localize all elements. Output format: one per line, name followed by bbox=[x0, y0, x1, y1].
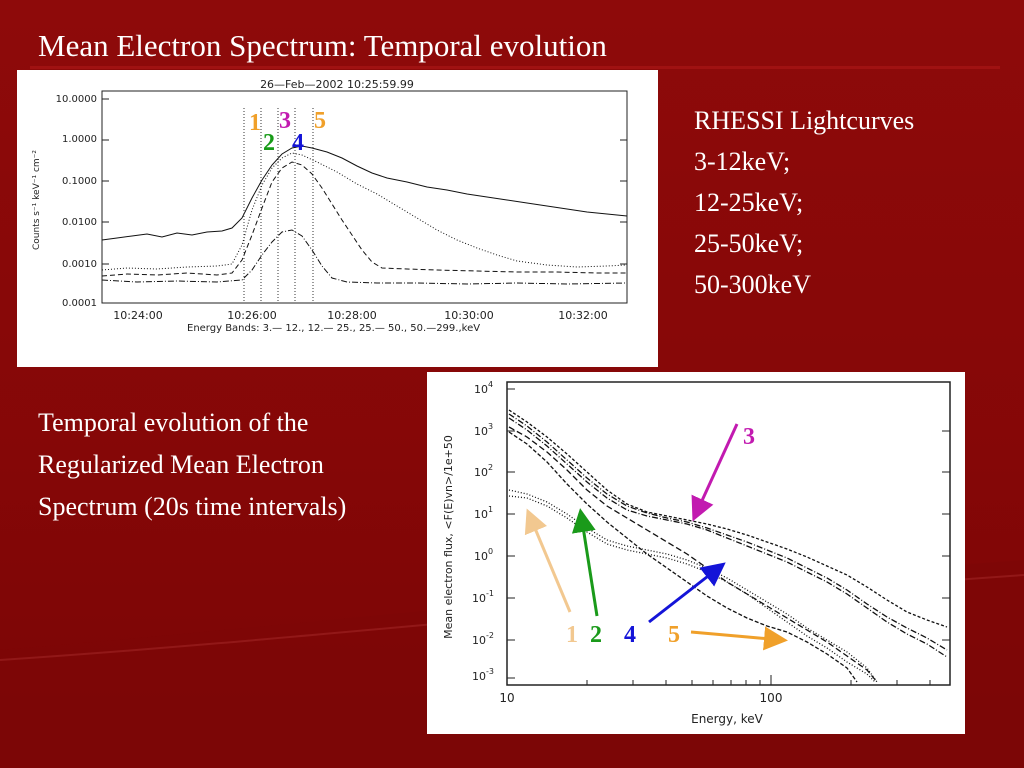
y-tick-label: 0.0100 bbox=[62, 217, 97, 228]
y-tick-label: 104 bbox=[474, 380, 493, 396]
y-tick-label: 1.0000 bbox=[62, 134, 97, 145]
spectrum-curve bbox=[508, 426, 878, 683]
arrow-interval-3 bbox=[691, 423, 739, 522]
y-tick-label: 10-3 bbox=[472, 667, 494, 683]
y-tick-labels: 104 103 102 101 100 10-1 10-2 10-3 bbox=[472, 380, 494, 683]
y-tick-label: 10-1 bbox=[472, 589, 494, 605]
curve-50-300kev bbox=[101, 229, 628, 285]
plot-frame bbox=[506, 381, 951, 686]
interval-label-1: 1 bbox=[249, 110, 261, 136]
x-tick-label: 10:24:00 bbox=[113, 309, 162, 322]
y-ticks bbox=[507, 388, 950, 679]
y-tick-label: 103 bbox=[474, 422, 493, 438]
interval-label-5: 5 bbox=[314, 108, 326, 134]
callout-2: 2 bbox=[590, 622, 602, 648]
band-label: 3-12keV; bbox=[694, 147, 791, 176]
lightcurve-plot: 26—Feb—2002 10:25:59.99 10.0000 1.0000 0… bbox=[32, 78, 628, 334]
y-tick-label: 10-2 bbox=[472, 631, 494, 647]
x-tick-label: 10:26:00 bbox=[227, 309, 276, 322]
interval-label-2: 2 bbox=[263, 130, 275, 156]
callout-5: 5 bbox=[668, 622, 680, 648]
slide-title: Mean Electron Spectrum: Temporal evoluti… bbox=[38, 28, 607, 63]
spectrum-curve bbox=[508, 417, 948, 658]
y-axis-label: Counts s⁻¹ keV⁻¹ cm⁻² bbox=[32, 150, 42, 250]
x-axis-label: Energy, keV bbox=[691, 712, 764, 726]
y-tick-label: 10.0000 bbox=[56, 94, 97, 105]
spectrum-panel: 104 103 102 101 100 10-1 10-2 10-3 bbox=[427, 372, 965, 734]
x-tick-label: 10:28:00 bbox=[327, 309, 376, 322]
interval-label-4: 4 bbox=[292, 130, 304, 156]
arrow-interval-1 bbox=[524, 508, 572, 613]
x-tick-label: 10 bbox=[499, 691, 514, 705]
spectrum-plot: 104 103 102 101 100 10-1 10-2 10-3 bbox=[442, 380, 951, 726]
arrow-interval-5 bbox=[690, 626, 788, 651]
callout-1: 1 bbox=[566, 622, 578, 648]
spectrum-curve bbox=[508, 495, 876, 683]
x-tick-label: 10:32:00 bbox=[558, 309, 607, 322]
plot-frame bbox=[101, 90, 628, 304]
callout-3: 3 bbox=[743, 424, 755, 450]
spectrum-curves bbox=[508, 409, 948, 683]
plot-header: 26—Feb—2002 10:25:59.99 bbox=[260, 78, 414, 91]
callout-4: 4 bbox=[624, 622, 636, 648]
band-label: 50-300keV bbox=[694, 270, 811, 299]
interval-markers bbox=[243, 108, 314, 303]
lightcurve-panel: 26—Feb—2002 10:25:59.99 10.0000 1.0000 0… bbox=[17, 70, 658, 367]
y-axis-label: Mean electron flux, <F(E)vn>/1e+50 bbox=[442, 435, 455, 639]
curve-25-50kev bbox=[101, 161, 627, 277]
y-tick-label: 0.0001 bbox=[62, 298, 97, 309]
energy-bands-label: Energy Bands: 3.— 12., 12.— 25., 25.— 50… bbox=[187, 323, 480, 334]
band-label: 25-50keV; bbox=[694, 229, 804, 258]
paragraph-line: Temporal evolution of the bbox=[38, 408, 309, 437]
spectrum-curve bbox=[508, 431, 858, 683]
y-tick-label: 101 bbox=[474, 505, 493, 521]
y-tick-label: 0.1000 bbox=[62, 176, 97, 187]
y-ticks bbox=[102, 98, 627, 265]
x-tick-label: 10:30:00 bbox=[444, 309, 493, 322]
lightcurves-heading: RHESSI Lightcurves bbox=[694, 106, 915, 135]
arrow-interval-2 bbox=[571, 508, 599, 617]
y-tick-label: 0.0010 bbox=[62, 259, 97, 270]
lightcurves-description: RHESSI Lightcurves 3-12keV; 12-25keV; 25… bbox=[694, 100, 914, 305]
arrow-interval-4 bbox=[648, 562, 726, 624]
y-tick-label: 100 bbox=[474, 547, 493, 563]
title-divider bbox=[30, 66, 1000, 69]
curve-3-12kev bbox=[101, 145, 628, 241]
paragraph-line: Regularized Mean Electron bbox=[38, 450, 324, 479]
x-ticks bbox=[506, 675, 931, 685]
spectrum-curve bbox=[508, 409, 948, 628]
spectrum-description: Temporal evolution of the Regularized Me… bbox=[38, 402, 346, 528]
x-tick-label: 100 bbox=[760, 691, 783, 705]
interval-label-3: 3 bbox=[279, 108, 291, 134]
band-label: 12-25keV; bbox=[694, 188, 804, 217]
spectrum-curve bbox=[508, 413, 948, 651]
paragraph-line: Spectrum (20s time intervals) bbox=[38, 492, 347, 521]
spectrum-curve bbox=[508, 489, 878, 683]
y-tick-label: 102 bbox=[474, 463, 493, 479]
